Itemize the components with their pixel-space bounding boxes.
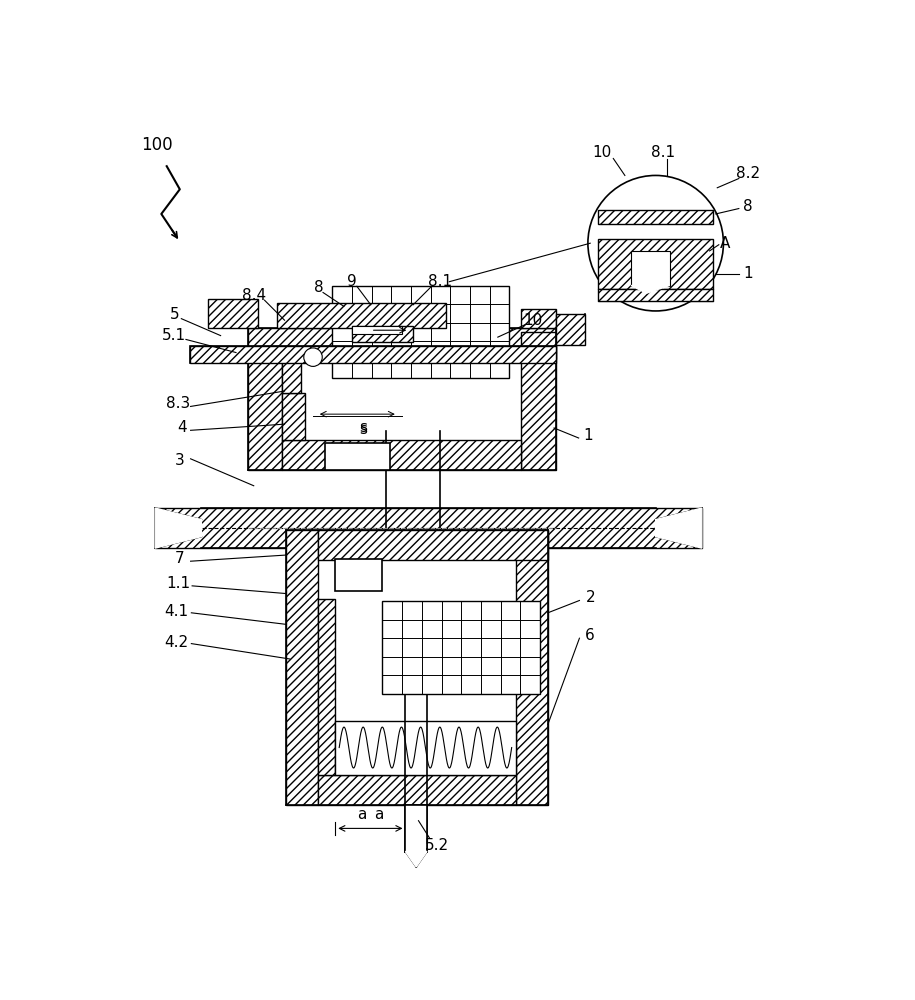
Bar <box>318 530 548 560</box>
Text: 7: 7 <box>175 551 185 566</box>
Circle shape <box>304 348 322 366</box>
Bar <box>318 599 335 774</box>
Bar <box>248 328 555 359</box>
Text: 4: 4 <box>178 420 187 436</box>
Text: 1: 1 <box>743 266 753 282</box>
Polygon shape <box>156 508 201 548</box>
Text: 6: 6 <box>586 628 595 643</box>
Bar <box>335 560 515 774</box>
Text: 4.2: 4.2 <box>165 635 188 650</box>
Bar <box>248 359 282 470</box>
Text: 8.2: 8.2 <box>736 166 760 181</box>
Bar <box>189 346 555 363</box>
Bar <box>515 530 548 805</box>
Bar <box>332 286 510 378</box>
Text: 9: 9 <box>347 274 356 289</box>
Text: 5: 5 <box>169 307 179 322</box>
Bar <box>282 359 301 393</box>
Text: 10: 10 <box>522 313 542 328</box>
Polygon shape <box>405 852 427 867</box>
Text: 100: 100 <box>141 136 173 154</box>
Bar <box>318 774 515 805</box>
Text: A: A <box>720 236 730 251</box>
Bar <box>631 251 670 286</box>
Bar <box>351 326 413 342</box>
Text: 8.4: 8.4 <box>242 288 265 303</box>
Text: 8.1: 8.1 <box>428 274 452 289</box>
Bar <box>521 309 555 328</box>
Text: 5.1: 5.1 <box>162 328 187 343</box>
Text: 4.1: 4.1 <box>165 604 188 619</box>
Text: a: a <box>358 807 367 822</box>
Text: 1: 1 <box>583 428 593 443</box>
Bar <box>335 721 515 774</box>
Bar <box>597 216 714 239</box>
Bar <box>521 332 555 470</box>
Text: s: s <box>359 422 367 437</box>
Bar <box>156 508 702 548</box>
Text: 10: 10 <box>592 145 611 160</box>
Bar <box>335 559 382 591</box>
Bar <box>325 443 390 470</box>
Text: 8: 8 <box>314 280 323 295</box>
Text: 8.1: 8.1 <box>651 145 675 160</box>
Bar <box>286 530 318 805</box>
Bar <box>597 239 714 289</box>
Bar <box>277 303 447 328</box>
Text: 5.2: 5.2 <box>425 838 449 853</box>
Text: 1.1: 1.1 <box>167 576 190 591</box>
Text: s: s <box>359 420 367 436</box>
Text: 2: 2 <box>586 590 595 605</box>
Circle shape <box>588 175 724 311</box>
Bar <box>405 805 427 852</box>
Bar <box>282 440 521 470</box>
Bar <box>555 314 585 345</box>
Bar <box>351 326 402 334</box>
Bar <box>597 210 714 224</box>
Bar <box>597 289 714 301</box>
Polygon shape <box>631 286 670 293</box>
Text: 8.3: 8.3 <box>167 396 190 411</box>
Bar <box>301 359 521 393</box>
Bar <box>282 393 306 440</box>
Bar <box>189 346 555 363</box>
Bar <box>208 299 258 328</box>
Bar <box>382 601 540 694</box>
Polygon shape <box>656 508 702 548</box>
Text: 8: 8 <box>743 199 753 214</box>
Text: a: a <box>373 807 383 822</box>
Text: 3: 3 <box>175 453 185 468</box>
